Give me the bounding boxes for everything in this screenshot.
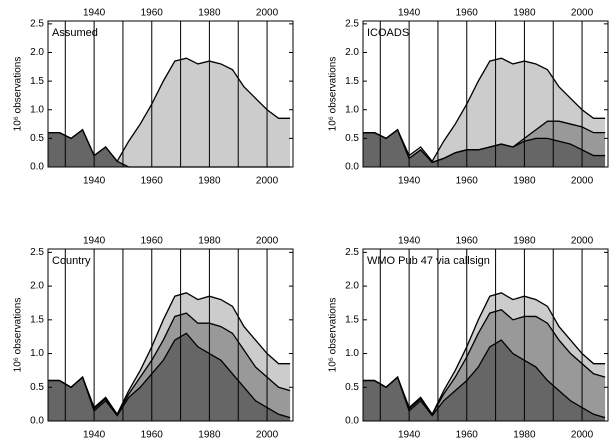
y-tick-label: 1.0 xyxy=(345,348,359,359)
layer-edge xyxy=(363,292,606,416)
y-tick-label: 1.0 xyxy=(30,348,44,359)
area-layer xyxy=(363,58,606,163)
layer-edge xyxy=(48,292,291,416)
y-axis-label: 10⁶ observations xyxy=(13,57,24,132)
y-tick-label: 2.5 xyxy=(345,19,359,30)
x-tick-label-top: 1960 xyxy=(141,8,164,19)
plot-frame xyxy=(47,248,294,422)
area-layer xyxy=(48,313,291,418)
x-tick-label-top: 1940 xyxy=(398,8,421,19)
x-tick-label-top: 1980 xyxy=(198,236,221,247)
y-tick-label: 2.5 xyxy=(345,247,359,258)
x-tick-label-top: 2000 xyxy=(256,236,279,247)
x-tick-label: 1980 xyxy=(198,176,221,187)
y-tick-label: 0.0 xyxy=(345,162,359,173)
area-layer xyxy=(363,121,606,163)
area-layer xyxy=(48,58,291,168)
y-tick-label: 0.0 xyxy=(345,416,359,427)
y-tick-label: 0.5 xyxy=(345,382,359,393)
x-tick-label: 2000 xyxy=(571,176,594,187)
panel: 0.0 0.5 1.0 1.5 2.0 2.5 1940 1940 1960 1960 1980 19… xyxy=(328,236,609,440)
x-tick-label: 1980 xyxy=(513,430,536,440)
x-tick-label: 1980 xyxy=(513,176,536,187)
y-tick-label: 1.0 xyxy=(345,104,359,115)
y-tick-label: 0.0 xyxy=(30,162,44,173)
area-layer xyxy=(363,129,606,167)
plot-frame xyxy=(362,20,609,168)
x-tick-label: 2000 xyxy=(256,430,279,440)
x-tick-label-top: 1960 xyxy=(141,236,164,247)
x-tick-label: 1940 xyxy=(83,176,106,187)
y-tick-label: 2.5 xyxy=(30,247,44,258)
y-tick-label: 0.5 xyxy=(30,133,44,144)
y-tick-label: 1.5 xyxy=(345,76,359,87)
layer-edge xyxy=(48,57,291,163)
x-tick-label-top: 1940 xyxy=(398,236,421,247)
x-tick-label: 1940 xyxy=(398,430,421,440)
y-tick-label: 1.0 xyxy=(30,104,44,115)
x-tick-label-top: 1960 xyxy=(456,8,479,19)
x-tick-label-top: 1980 xyxy=(513,8,536,19)
plot-frame xyxy=(47,20,294,168)
x-tick-label-top: 1980 xyxy=(198,8,221,19)
y-tick-label: 2.0 xyxy=(345,281,359,292)
y-axis-label: 10⁶ observations xyxy=(13,298,24,373)
layer-edge xyxy=(363,57,606,163)
x-tick-label-top: 1940 xyxy=(83,8,106,19)
panel: 0.0 0.5 1.0 1.5 2.0 2.5 1940 1940 1960 1960 1980 19… xyxy=(328,8,609,187)
y-tick-label: 2.0 xyxy=(30,281,44,292)
x-tick-label: 1980 xyxy=(198,430,221,440)
y-tick-label: 1.5 xyxy=(345,314,359,325)
panel: 0.0 0.5 1.0 1.5 2.0 2.5 1940 1940 1960 1960 1980 19… xyxy=(13,236,294,440)
x-tick-label: 2000 xyxy=(571,430,594,440)
y-tick-label: 0.0 xyxy=(30,416,44,427)
x-tick-label: 1940 xyxy=(398,176,421,187)
area-layer xyxy=(48,129,291,167)
y-axis-label: 10⁶ observations xyxy=(328,57,339,132)
x-tick-label: 1960 xyxy=(141,430,164,440)
x-tick-label-top: 2000 xyxy=(571,236,594,247)
area-layer xyxy=(363,309,606,418)
x-tick-label: 1960 xyxy=(456,430,479,440)
y-tick-label: 2.0 xyxy=(345,47,359,58)
x-tick-label-top: 2000 xyxy=(571,8,594,19)
y-tick-label: 2.0 xyxy=(30,47,44,58)
panel-label: ICOADS xyxy=(367,27,409,39)
panel-label: Assumed xyxy=(52,27,98,39)
panel-label: WMO Pub 47 via callsign xyxy=(367,255,490,267)
x-tick-label-top: 1980 xyxy=(513,236,536,247)
x-tick-label: 1940 xyxy=(83,430,106,440)
plot-frame xyxy=(362,248,609,422)
y-tick-label: 0.5 xyxy=(30,382,44,393)
x-tick-label-top: 1940 xyxy=(83,236,106,247)
x-tick-label-top: 2000 xyxy=(256,8,279,19)
panel: 0.0 0.5 1.0 1.5 2.0 2.5 1940 1940 1960 1960 1980 19… xyxy=(13,8,294,187)
x-tick-label-top: 1960 xyxy=(456,236,479,247)
area-layer xyxy=(48,292,291,415)
area-layer xyxy=(363,292,606,415)
y-axis-label: 10⁶ observations xyxy=(328,298,339,373)
x-tick-label: 1960 xyxy=(456,176,479,187)
x-tick-label: 1960 xyxy=(141,176,164,187)
y-tick-label: 1.5 xyxy=(30,76,44,87)
area-layer xyxy=(48,333,291,421)
panel-label: Country xyxy=(52,255,91,267)
area-layer xyxy=(363,340,606,421)
y-tick-label: 0.5 xyxy=(345,133,359,144)
y-tick-label: 1.5 xyxy=(30,314,44,325)
y-tick-label: 2.5 xyxy=(30,19,44,30)
x-tick-label: 2000 xyxy=(256,176,279,187)
